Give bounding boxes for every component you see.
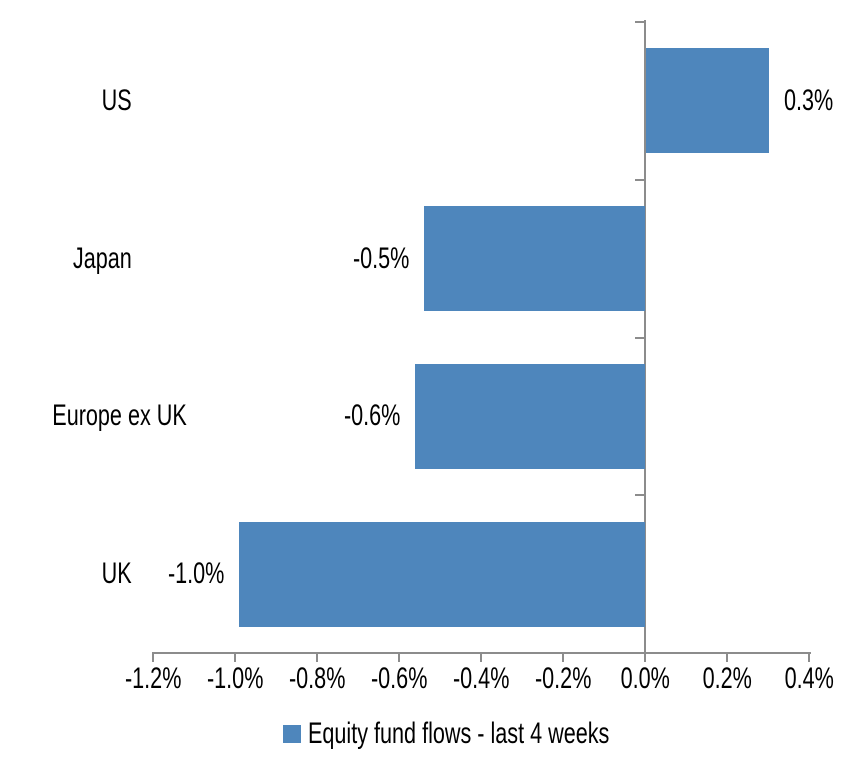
- x-axis-tick: [726, 653, 728, 662]
- category-label-japan: Japan: [0, 241, 132, 277]
- x-tick-label: 0.4%: [749, 661, 852, 697]
- x-tick-label-text: -0.2%: [534, 662, 592, 695]
- value-label-uk: -1.0%: [0, 556, 224, 592]
- x-axis-tick: [644, 653, 646, 662]
- bar-uk: [239, 522, 645, 627]
- y-axis-tick: [635, 337, 644, 339]
- x-axis-tick: [480, 653, 482, 662]
- x-tick-label: -1.2%: [93, 661, 213, 697]
- zero-axis-line: [644, 20, 646, 662]
- x-tick-label-text: -0.8%: [288, 662, 346, 695]
- category-label-us: US: [0, 83, 132, 119]
- y-axis-tick: [635, 179, 644, 181]
- x-axis-tick: [234, 653, 236, 662]
- bar-japan: [424, 206, 645, 311]
- legend: Equity fund flows - last 4 weeks: [283, 717, 727, 750]
- x-axis-tick: [562, 653, 564, 662]
- value-label-text: -0.6%: [343, 399, 400, 432]
- x-tick-label: 0.0%: [585, 661, 705, 697]
- category-label-text: Japan: [73, 242, 132, 275]
- value-label-text: -0.5%: [352, 242, 409, 275]
- value-label-europe-ex-uk: -0.6%: [0, 398, 400, 434]
- legend-label-text: Equity fund flows - last 4 weeks: [308, 717, 610, 750]
- x-tick-label: 0.2%: [667, 661, 787, 697]
- x-axis-tick: [152, 653, 154, 662]
- x-tick-label: -1.0%: [175, 661, 295, 697]
- x-tick-label: -0.8%: [257, 661, 377, 697]
- legend-swatch-icon: [283, 725, 301, 743]
- y-axis-tick: [635, 652, 644, 654]
- x-tick-label-text: -1.2%: [124, 662, 182, 695]
- value-label-text: 0.3%: [784, 84, 834, 117]
- x-tick-label-text: 0.2%: [702, 662, 752, 695]
- x-tick-label: -0.4%: [421, 661, 541, 697]
- legend-label: Equity fund flows - last 4 weeks: [308, 716, 727, 752]
- x-tick-label-text: 0.0%: [620, 662, 670, 695]
- x-tick-label-text: -0.6%: [370, 662, 428, 695]
- x-tick-label-text: 0.4%: [784, 662, 834, 695]
- category-label-text: Europe ex UK: [52, 399, 187, 432]
- category-label-text: US: [101, 84, 132, 117]
- value-label-japan: -0.5%: [0, 241, 409, 277]
- y-axis-tick: [635, 21, 644, 23]
- bar-us: [646, 48, 769, 153]
- x-axis-tick: [316, 653, 318, 662]
- category-label-text: UK: [101, 557, 132, 590]
- value-label-us: 0.3%: [784, 83, 852, 119]
- category-label-uk: UK: [0, 556, 132, 592]
- x-axis-tick: [808, 653, 810, 662]
- y-axis-tick: [635, 494, 644, 496]
- bar-europe-ex-uk: [415, 364, 645, 469]
- x-tick-label: -0.6%: [339, 661, 459, 697]
- x-tick-label-text: -1.0%: [206, 662, 264, 695]
- value-label-text: -1.0%: [167, 557, 224, 590]
- x-tick-label: -0.2%: [503, 661, 623, 697]
- x-axis-tick: [398, 653, 400, 662]
- category-label-europe-ex-uk: Europe ex UK: [0, 398, 186, 434]
- x-tick-label-text: -0.4%: [452, 662, 510, 695]
